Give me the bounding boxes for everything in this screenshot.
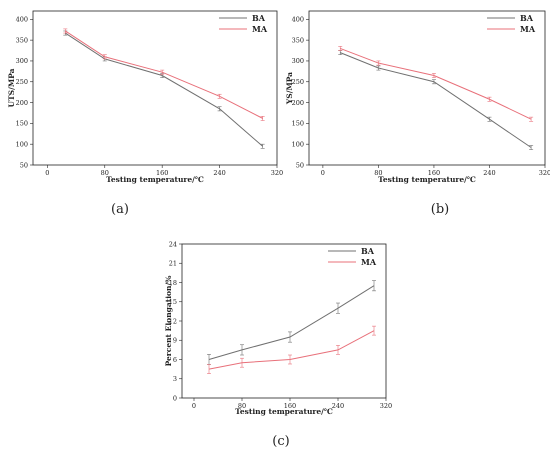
legend-label-MA: MA <box>520 24 536 34</box>
x-tick-label: 160 <box>428 169 440 177</box>
error-bar-BA <box>260 143 265 149</box>
legend-label-BA: BA <box>361 246 375 256</box>
error-bar-MA <box>207 364 211 374</box>
y-tick-label: 6 <box>173 356 177 364</box>
error-bar-BA <box>336 302 340 314</box>
y-tick-label: 150 <box>292 120 304 128</box>
error-bar-MA <box>217 93 222 99</box>
error-bar-BA <box>529 145 534 150</box>
x-axis-title: Testing temperature/℃ <box>378 175 476 184</box>
y-tick-label: 300 <box>292 57 304 65</box>
legend-label-MA: MA <box>252 24 268 34</box>
x-tick-label: 0 <box>321 169 325 177</box>
series-line-BA <box>340 52 532 148</box>
panel-label: (a) <box>111 202 129 217</box>
x-tick-label: 320 <box>539 169 550 177</box>
y-tick-label: 100 <box>292 140 304 148</box>
error-bar-BA <box>288 331 292 343</box>
error-bar-BA <box>217 106 222 112</box>
error-bar-MA <box>240 357 244 368</box>
y-tick-label: 9 <box>173 337 177 345</box>
error-bar-MA <box>288 354 292 365</box>
y-tick-label: 400 <box>292 16 304 24</box>
error-bar-MA <box>260 116 265 121</box>
error-bar-MA <box>376 60 381 66</box>
chart-panel-2: 50 100 150 200 250 300 350 400 0 80 160 240 320 Testi… <box>285 10 550 217</box>
y-tick-label: 300 <box>16 57 28 65</box>
error-bar-BA <box>240 344 244 356</box>
x-tick-label: 80 <box>101 169 109 177</box>
plot-frame <box>32 10 278 166</box>
error-bar-BA <box>338 50 343 56</box>
y-tick-label: 0 <box>173 394 177 402</box>
y-tick-label: 15 <box>169 298 177 306</box>
y-tick-label: 250 <box>292 78 304 86</box>
chart-panel-1: 50 100 150 200 250 300 350 400 0 80 160 240 320 Testi… <box>7 10 283 217</box>
x-tick-label: 240 <box>332 402 344 410</box>
x-tick-label: 0 <box>45 169 49 177</box>
legend-label-BA: BA <box>252 13 266 23</box>
y-tick-label: 250 <box>16 78 28 86</box>
x-tick-label: 0 <box>192 402 196 410</box>
x-tick-label: 160 <box>284 402 296 410</box>
y-tick-label: 150 <box>16 120 28 128</box>
error-bar-BA <box>372 280 376 292</box>
x-tick-label: 320 <box>380 402 392 410</box>
legend-label-BA: BA <box>520 13 534 23</box>
x-tick-label: 160 <box>156 169 168 177</box>
panel-label: (b) <box>431 202 449 217</box>
legend-label-MA: MA <box>361 257 377 267</box>
panel-label: (c) <box>272 434 289 449</box>
y-tick-label: 400 <box>16 16 28 24</box>
y-tick-label: 50 <box>296 161 304 169</box>
error-bar-MA <box>529 116 534 122</box>
y-axis-title: YS/MPa <box>285 72 294 105</box>
x-tick-label: 80 <box>238 402 246 410</box>
error-bar-MA <box>431 73 436 78</box>
y-tick-label: 200 <box>292 99 304 107</box>
y-tick-label: 200 <box>16 99 28 107</box>
y-tick-label: 18 <box>169 279 177 287</box>
y-tick-label: 21 <box>169 260 177 268</box>
y-tick-label: 100 <box>16 140 28 148</box>
x-axis-title: Testing temperature/℃ <box>235 407 333 416</box>
series-line-MA <box>65 30 263 119</box>
y-axis-title: Percent Elongation/% <box>164 276 173 367</box>
error-bar-BA <box>376 65 381 71</box>
y-tick-label: 350 <box>16 36 28 44</box>
x-tick-label: 240 <box>213 169 225 177</box>
x-tick-label: 320 <box>271 169 283 177</box>
error-bar-MA <box>336 345 340 355</box>
y-tick-label: 3 <box>173 375 177 383</box>
error-bar-MA <box>338 46 343 51</box>
error-bar-BA <box>431 79 436 85</box>
x-tick-label: 80 <box>374 169 382 177</box>
y-tick-label: 50 <box>20 161 28 169</box>
y-tick-label: 12 <box>169 317 177 325</box>
error-bar-MA <box>63 28 68 34</box>
plot-frame <box>308 10 546 166</box>
error-bar-MA <box>160 69 165 75</box>
error-bar-BA <box>487 116 492 122</box>
y-tick-label: 350 <box>292 36 304 44</box>
y-tick-label: 24 <box>169 240 177 248</box>
error-bar-MA <box>102 54 107 60</box>
x-tick-label: 240 <box>483 169 495 177</box>
error-bar-MA <box>372 325 376 336</box>
error-bar-MA <box>487 96 492 102</box>
plot-frame <box>181 243 387 399</box>
x-axis-title: Testing temperature/℃ <box>106 175 204 184</box>
y-axis-title: UTS/MPa <box>7 68 16 107</box>
series-line-BA <box>208 285 375 360</box>
